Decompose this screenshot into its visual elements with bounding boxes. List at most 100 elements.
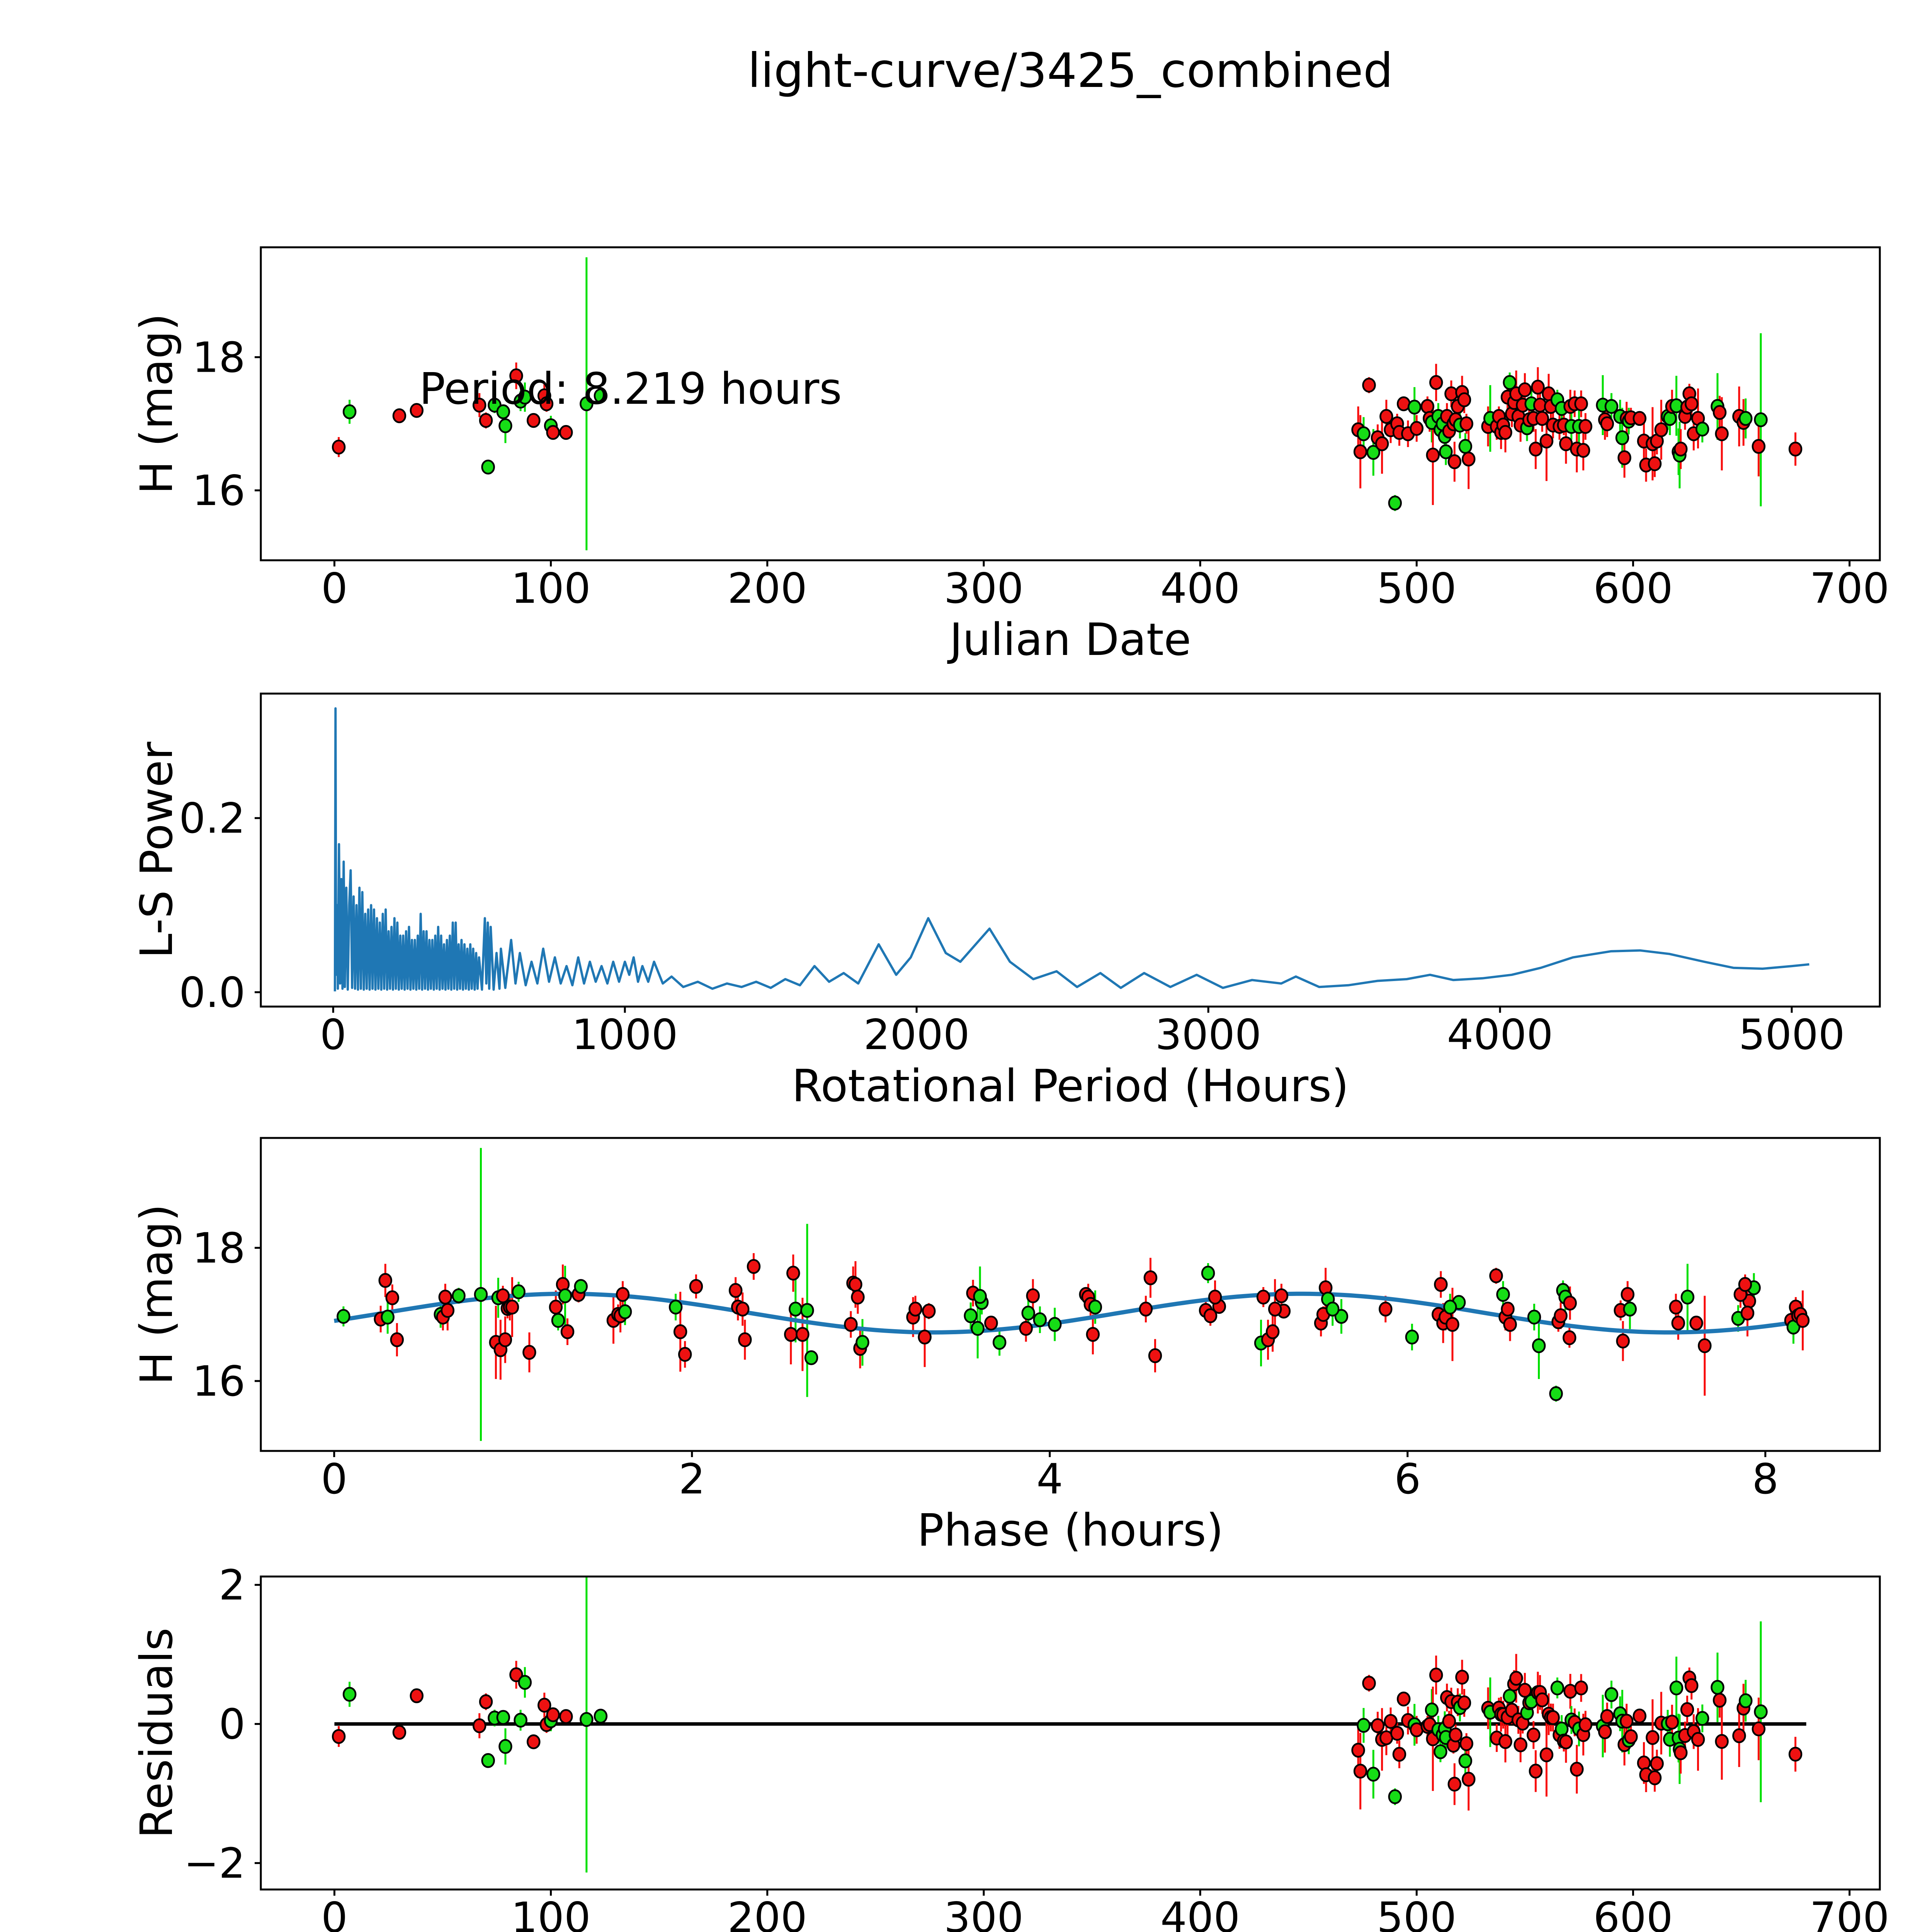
x-tick-label: 200: [728, 1894, 807, 1932]
data-marker: [594, 388, 608, 403]
x-tick-label: 2: [679, 1455, 705, 1503]
data-marker: [1535, 1692, 1549, 1708]
data-marker: [1026, 1288, 1040, 1303]
data-marker: [1148, 1348, 1162, 1363]
x-tick-label: 5000: [1739, 1011, 1845, 1059]
data-marker: [1754, 412, 1768, 427]
data-marker: [784, 1327, 798, 1342]
data-marker: [1563, 1296, 1577, 1311]
data-marker: [1429, 375, 1443, 390]
data-marker: [1648, 1770, 1662, 1786]
data-marker: [1669, 1299, 1683, 1315]
data-marker: [558, 1288, 572, 1303]
data-marker: [546, 425, 560, 440]
data-marker: [332, 1729, 346, 1744]
data-marker: [1518, 382, 1532, 398]
data-marker: [747, 1259, 761, 1274]
data-marker: [498, 1739, 512, 1754]
data-marker: [1392, 1747, 1406, 1762]
data-marker: [1256, 1289, 1270, 1305]
data-marker: [580, 396, 594, 412]
data-marker: [1019, 1321, 1033, 1336]
data-marker: [1624, 1729, 1638, 1744]
data-marker: [438, 1289, 452, 1305]
data-marker: [551, 1313, 565, 1328]
x-tick-label: 6: [1394, 1455, 1421, 1503]
data-marker: [1509, 1671, 1523, 1686]
data-marker: [618, 1304, 632, 1320]
data-marker: [616, 1287, 630, 1302]
data-marker: [849, 1277, 862, 1292]
data-marker: [1532, 1338, 1546, 1353]
data-marker: [844, 1317, 858, 1332]
data-marker: [496, 404, 510, 419]
lightcurve-xaxis-label: Julian Date: [947, 614, 1191, 666]
lightcurve-content: [332, 257, 1803, 551]
data-marker: [1442, 1714, 1456, 1729]
data-marker: [1434, 1744, 1447, 1759]
data-marker: [1752, 439, 1766, 454]
data-marker: [1617, 450, 1631, 465]
data-marker: [738, 1332, 752, 1347]
data-marker: [1574, 1680, 1588, 1696]
data-marker: [479, 413, 493, 428]
residuals-plot: 0 100 200 300 400 500 600 700 −2 0 2: [184, 1561, 1889, 1932]
data-marker: [1529, 1764, 1543, 1779]
data-marker: [1501, 1301, 1515, 1317]
y-tick-label: 0: [219, 1701, 245, 1749]
data-marker: [1366, 1767, 1380, 1782]
data-marker: [1598, 1724, 1612, 1740]
data-marker: [473, 1718, 486, 1733]
data-marker: [1738, 411, 1753, 426]
data-marker: [971, 1321, 985, 1336]
x-tick-label: 500: [1377, 1894, 1456, 1932]
data-marker: [549, 1299, 563, 1315]
data-marker: [1646, 1730, 1660, 1745]
data-marker: [512, 1284, 526, 1299]
data-marker: [736, 1301, 750, 1317]
x-tick-label: 600: [1593, 1894, 1673, 1932]
data-marker: [410, 403, 424, 418]
data-marker: [1539, 1747, 1554, 1762]
plot-border: [260, 1575, 1881, 1891]
data-marker: [410, 1688, 424, 1703]
y-tick-label: 18: [192, 333, 245, 382]
phase-xaxis-label: Phase (hours): [917, 1505, 1224, 1556]
data-marker: [505, 1299, 519, 1315]
data-marker: [1669, 1680, 1684, 1696]
x-tick-label: 0: [321, 565, 348, 613]
residuals-yaxis-label: Residuals: [131, 1628, 183, 1838]
phase-folded-plot: 0 2 4 6 8 16 18: [192, 1137, 1881, 1503]
data-marker: [729, 1283, 743, 1298]
x-tick-label: 0: [321, 1894, 348, 1932]
x-tick-label: 3000: [1155, 1011, 1262, 1059]
x-tick-label: 700: [1810, 565, 1889, 613]
data-marker: [918, 1330, 932, 1345]
data-marker: [786, 1265, 800, 1281]
data-marker: [1600, 416, 1614, 431]
data-marker: [1143, 1270, 1158, 1286]
data-marker: [479, 1694, 493, 1709]
data-marker: [1503, 1689, 1517, 1704]
data-marker: [1268, 1301, 1282, 1317]
data-marker: [1554, 1721, 1569, 1736]
data-marker: [1570, 1762, 1584, 1777]
x-tick-label: 300: [944, 1894, 1024, 1932]
x-tick-label: 4000: [1447, 1011, 1553, 1059]
data-marker: [1615, 430, 1629, 446]
data-marker: [1201, 1265, 1215, 1281]
data-marker: [392, 408, 406, 423]
data-marker: [1410, 421, 1424, 436]
data-marker: [1048, 1317, 1062, 1332]
data-marker: [1715, 426, 1729, 441]
data-marker: [1740, 1306, 1755, 1321]
data-marker: [1715, 1734, 1729, 1749]
data-marker: [342, 404, 357, 419]
x-tick-label: 500: [1377, 565, 1456, 613]
data-marker: [496, 1288, 510, 1303]
data-marker: [381, 1310, 395, 1325]
data-marker: [527, 413, 541, 428]
data-marker: [518, 1675, 532, 1690]
y-tick-label: 0.0: [179, 969, 245, 1017]
data-marker: [1458, 1753, 1473, 1769]
